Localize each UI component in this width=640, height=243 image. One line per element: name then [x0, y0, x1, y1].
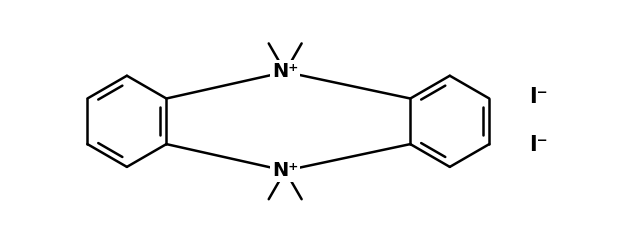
- Text: N⁺: N⁺: [272, 161, 298, 180]
- Text: I⁻: I⁻: [529, 135, 548, 155]
- Text: N⁺: N⁺: [272, 62, 298, 81]
- Text: I⁻: I⁻: [529, 87, 548, 107]
